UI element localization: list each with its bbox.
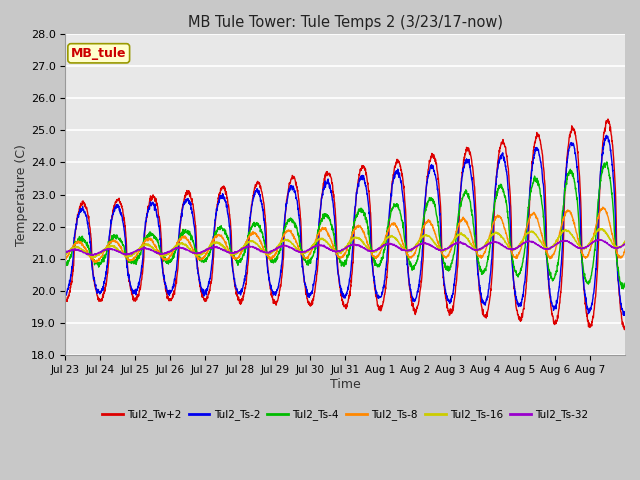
Legend: Tul2_Tw+2, Tul2_Ts-2, Tul2_Ts-4, Tul2_Ts-8, Tul2_Ts-16, Tul2_Ts-32: Tul2_Tw+2, Tul2_Ts-2, Tul2_Ts-4, Tul2_Ts… — [98, 406, 593, 425]
X-axis label: Time: Time — [330, 378, 360, 391]
Title: MB Tule Tower: Tule Temps 2 (3/23/17-now): MB Tule Tower: Tule Temps 2 (3/23/17-now… — [188, 15, 502, 30]
Text: MB_tule: MB_tule — [71, 47, 127, 60]
Y-axis label: Temperature (C): Temperature (C) — [15, 144, 28, 245]
